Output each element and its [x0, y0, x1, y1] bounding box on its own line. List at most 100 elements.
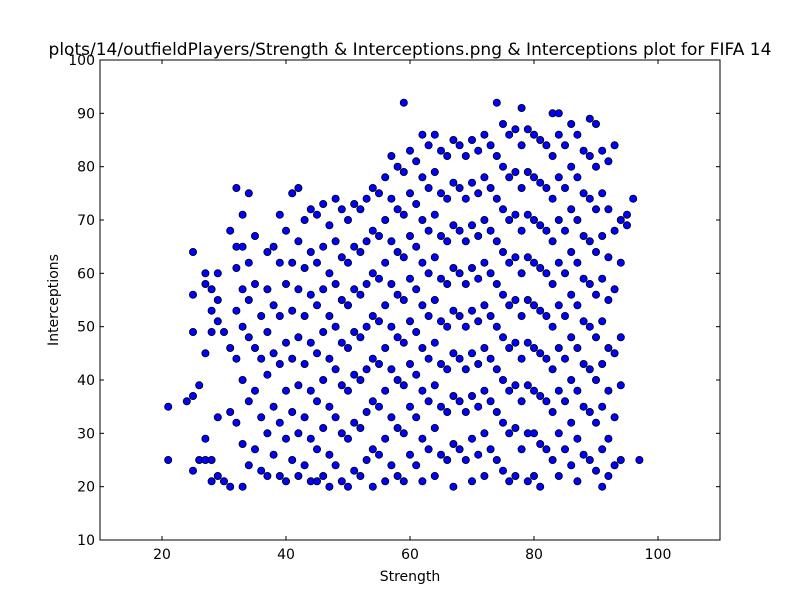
data-point — [294, 237, 303, 246]
data-point — [505, 215, 514, 224]
data-point — [467, 391, 476, 400]
data-point — [424, 269, 433, 278]
data-point — [455, 397, 464, 406]
data-point — [325, 311, 334, 320]
data-point — [505, 429, 514, 438]
data-point — [424, 183, 433, 192]
data-point — [436, 402, 445, 411]
data-point — [573, 434, 582, 443]
data-point — [238, 285, 247, 294]
data-point — [207, 306, 216, 315]
data-point — [350, 370, 359, 379]
data-point — [300, 413, 309, 422]
data-point — [294, 381, 303, 390]
data-point — [480, 429, 489, 438]
data-point — [399, 98, 408, 107]
data-point — [530, 173, 539, 182]
data-point — [263, 285, 272, 294]
data-point — [561, 397, 570, 406]
data-point — [554, 343, 563, 352]
data-point — [517, 445, 526, 454]
data-point — [486, 226, 495, 235]
data-point — [530, 471, 539, 480]
data-point — [443, 407, 452, 416]
data-point — [164, 402, 173, 411]
data-point — [523, 125, 532, 134]
data-point — [331, 461, 340, 470]
data-point — [337, 338, 346, 347]
data-point — [616, 215, 625, 224]
data-point — [424, 141, 433, 150]
data-point — [548, 455, 557, 464]
data-point — [498, 162, 507, 171]
data-point — [399, 477, 408, 486]
data-point — [412, 157, 421, 166]
chart-title: plots/14/outfieldPlayers/Strength & Inte… — [49, 40, 772, 60]
data-point — [362, 279, 371, 288]
data-point — [300, 359, 309, 368]
data-point — [542, 311, 551, 320]
data-point — [585, 151, 594, 160]
data-point — [573, 258, 582, 267]
data-point — [598, 359, 607, 368]
data-point — [554, 301, 563, 310]
data-point — [275, 311, 284, 320]
data-point — [430, 253, 439, 262]
data-point — [548, 279, 557, 288]
data-point — [530, 301, 539, 310]
data-point — [629, 194, 638, 203]
data-point — [362, 322, 371, 331]
data-point — [436, 146, 445, 155]
data-point — [561, 311, 570, 320]
data-point — [492, 151, 501, 160]
data-point — [232, 306, 241, 315]
data-point — [604, 386, 613, 395]
x-tick-label: 100 — [645, 547, 672, 563]
data-point — [393, 471, 402, 480]
data-point — [548, 151, 557, 160]
data-point — [474, 402, 483, 411]
data-point — [573, 215, 582, 224]
data-point — [492, 455, 501, 464]
x-tick-label: 40 — [277, 547, 295, 563]
data-point — [238, 375, 247, 384]
data-point — [573, 130, 582, 139]
y-tick-label: 100 — [68, 53, 95, 69]
data-point — [331, 279, 340, 288]
data-point — [467, 178, 476, 187]
data-point — [449, 349, 458, 358]
data-point — [201, 349, 210, 358]
data-point — [343, 258, 352, 267]
data-point — [374, 231, 383, 240]
data-point — [449, 482, 458, 491]
data-point — [530, 343, 539, 352]
data-point — [461, 455, 470, 464]
data-point — [517, 226, 526, 235]
data-point — [275, 418, 284, 427]
data-point — [288, 407, 297, 416]
data-point — [461, 194, 470, 203]
data-point — [443, 279, 452, 288]
data-point — [579, 450, 588, 459]
data-point — [281, 477, 290, 486]
data-point — [387, 151, 396, 160]
data-point — [350, 466, 359, 475]
data-point — [561, 183, 570, 192]
data-point — [567, 290, 576, 299]
data-point — [461, 151, 470, 160]
data-point — [430, 167, 439, 176]
data-point — [561, 445, 570, 454]
data-point — [312, 301, 321, 310]
data-point — [418, 258, 427, 267]
data-point — [604, 295, 613, 304]
data-point — [269, 450, 278, 459]
data-point — [381, 258, 390, 267]
data-point — [461, 279, 470, 288]
data-point — [325, 402, 334, 411]
data-point — [269, 349, 278, 358]
data-point — [424, 397, 433, 406]
data-point — [238, 439, 247, 448]
data-point — [592, 120, 601, 129]
data-point — [616, 333, 625, 342]
y-tick-label: 50 — [77, 320, 95, 336]
